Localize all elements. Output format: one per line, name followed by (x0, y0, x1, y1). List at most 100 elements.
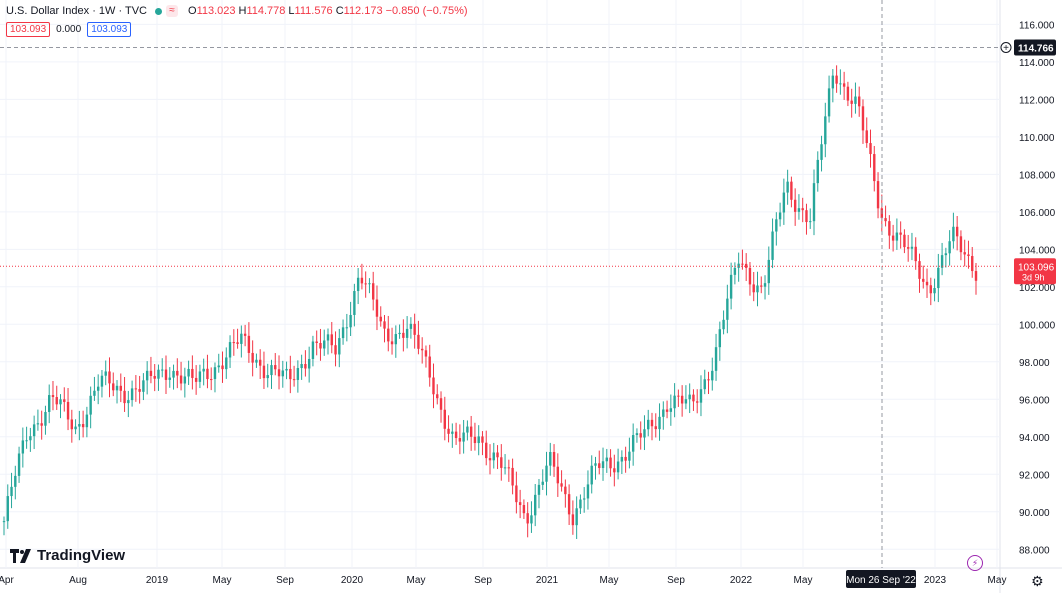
candle-body (289, 368, 292, 380)
candle-body (534, 494, 537, 516)
candle-body (703, 379, 706, 390)
time-tick-label: Sep (276, 575, 294, 586)
candle-body (390, 341, 394, 345)
candle-body (439, 398, 443, 410)
candle-body (895, 232, 899, 241)
candle-body (839, 83, 842, 85)
candle-body (782, 192, 786, 213)
candle-body (944, 253, 948, 256)
tradingview-logo[interactable]: TradingView (10, 547, 125, 564)
candle-body (925, 281, 929, 286)
candle-body (198, 371, 202, 382)
candle-body (383, 321, 386, 329)
candle-body (929, 285, 932, 294)
wave-icon[interactable]: ≈ (166, 5, 178, 17)
candle-body (315, 341, 318, 344)
candle-body (635, 433, 639, 436)
candle-body (963, 252, 966, 255)
price-axis[interactable]: 88.000 90.000 92.000 94.000 96.000 98.000 100.… (1019, 20, 1056, 556)
candle-body (631, 435, 635, 452)
candle-body (884, 218, 887, 222)
candle-body (744, 263, 748, 268)
candle-body (515, 485, 518, 503)
candle-body (59, 399, 62, 405)
candle-body (372, 283, 375, 300)
candle-body (760, 285, 763, 287)
candle-body (507, 467, 511, 469)
candle-body (63, 399, 66, 402)
indicator-value-3[interactable]: 103.093 (87, 22, 132, 37)
candle-body (236, 342, 239, 344)
candle-body (96, 386, 100, 391)
candle-body (356, 277, 360, 292)
candle-body (673, 395, 676, 409)
candle-body (266, 375, 269, 379)
candle-body (70, 419, 74, 430)
candle-body (952, 226, 955, 242)
price-tick-label: 90.000 (1019, 508, 1050, 519)
candle-body (262, 365, 266, 379)
candle-body (232, 342, 236, 344)
candle-body (134, 388, 138, 390)
gear-icon[interactable]: ⚙ (1031, 573, 1044, 589)
close-value: 112.173 (343, 5, 383, 17)
candle-body (959, 236, 963, 253)
candle-body (319, 343, 322, 349)
candle-body (25, 440, 28, 442)
bar-countdown: 3d 9h (1022, 272, 1045, 282)
candle-body (115, 385, 119, 391)
candle-body (187, 368, 190, 377)
candle-body (820, 144, 823, 160)
candle-body (601, 461, 605, 469)
time-tick-label: May (794, 575, 813, 586)
candle-body (793, 199, 797, 212)
candle-body (394, 334, 398, 345)
candle-body (353, 291, 356, 315)
candle-body (816, 159, 819, 184)
candle-body (417, 334, 420, 349)
candle-body (138, 389, 141, 392)
market-status-dot-icon[interactable] (155, 7, 162, 15)
candle-body (643, 429, 646, 438)
candle-body (409, 323, 413, 329)
candle-body (763, 283, 767, 287)
candle-body (812, 183, 816, 222)
candle-body (142, 380, 145, 392)
crosshair-price-tag (1014, 39, 1056, 56)
candle-body (722, 319, 725, 330)
candle-body (334, 345, 337, 355)
candle-body (827, 88, 831, 117)
candle-body (330, 334, 333, 346)
candle-body (292, 379, 296, 381)
candle-body (891, 235, 895, 241)
candle-body (914, 246, 917, 262)
candle-body (255, 359, 258, 363)
candle-body (428, 356, 431, 378)
time-tick-label: May (407, 575, 426, 586)
low-value: 111.576 (294, 5, 333, 17)
price-tick-label: 108.000 (1019, 170, 1056, 181)
candle-body (379, 316, 382, 322)
add-alert-icon (1000, 42, 1012, 54)
candle-body (628, 451, 631, 461)
candle-body (552, 452, 556, 467)
candle-body (876, 181, 880, 209)
candle-body (477, 436, 480, 444)
candle-body (503, 467, 507, 469)
lightning-icon[interactable]: ⚡ (967, 555, 983, 571)
indicator-value-1[interactable]: 103.093 (6, 22, 51, 37)
candle-body (903, 234, 906, 248)
candle-body (300, 364, 303, 369)
price-tick-label: 116.000 (1019, 20, 1055, 31)
candle-body (974, 271, 978, 281)
candle-body (285, 368, 288, 371)
symbol-title[interactable]: U.S. Dollar Index · 1W · TVC (6, 5, 147, 17)
time-axis[interactable]: Apr Aug 2019 May Sep 2020 May Sep 2021 May Sep 2022… (0, 575, 1006, 586)
candle-body (677, 395, 680, 397)
candle-body (888, 221, 891, 236)
candle-body (78, 424, 81, 427)
candle-body (145, 370, 149, 381)
candle-body (100, 375, 104, 387)
candle-body (733, 267, 737, 275)
